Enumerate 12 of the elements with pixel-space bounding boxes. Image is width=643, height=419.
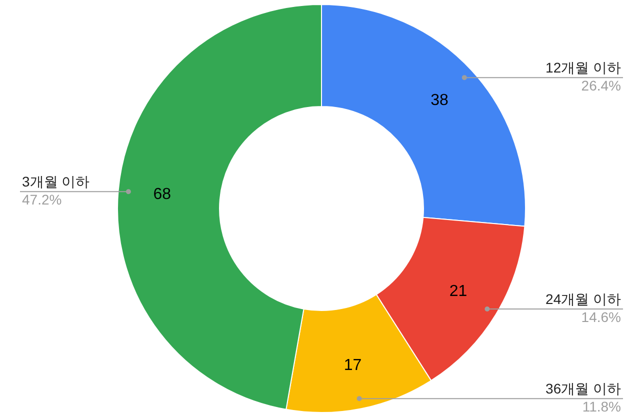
data-label: 17: [344, 356, 362, 374]
text: 14.6%: [581, 308, 621, 325]
slice-label: 24개월 이하: [546, 290, 621, 307]
slice-label: 3개월 이하: [22, 173, 90, 190]
data-label: 38: [430, 92, 448, 109]
text: 26.4%: [581, 77, 621, 94]
text: 47.2%: [22, 191, 62, 208]
data-label: 21: [449, 282, 468, 300]
data-label: 68: [153, 186, 172, 203]
text: 11.8%: [582, 398, 621, 414]
slice-label: 12개월 이하: [546, 59, 621, 76]
slice-label: 36개월 이하: [546, 380, 621, 396]
